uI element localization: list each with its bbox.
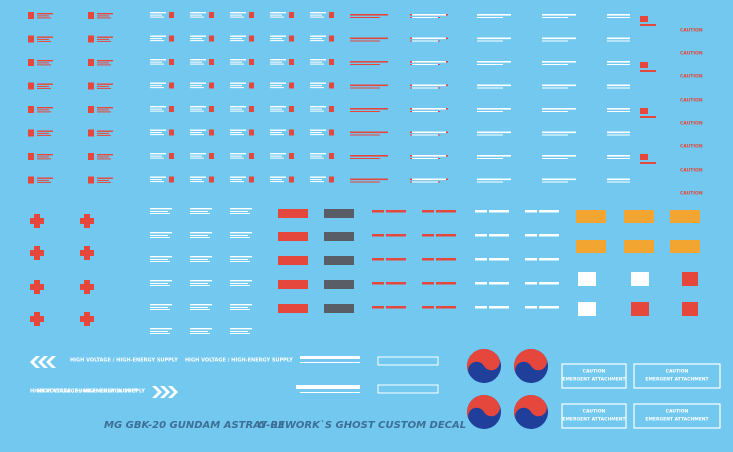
decal-group — [412, 14, 602, 202]
caution-text: EMERGENT ATTACHMENT — [645, 377, 709, 383]
caution-heading: CAUTION — [583, 369, 606, 375]
decal-group — [150, 12, 350, 200]
chevrons — [30, 356, 178, 398]
caution-tag: CAUTION — [680, 191, 703, 197]
stripes — [296, 356, 439, 394]
caution-tag: CAUTION — [680, 121, 703, 127]
small-squares — [578, 272, 698, 316]
plates — [278, 209, 354, 313]
caution-boxes: CAUTION EMERGENT ATTACHMENT CAUTION EMER… — [561, 363, 721, 429]
sheet-title: MG GBK-20 GUNDAM ASTRAY 03 — [104, 420, 284, 431]
caution-tag: CAUTION — [680, 74, 703, 80]
warning-text: HIGH VOLTAGE / HIGH-ENERGY SUPPLY — [185, 358, 293, 364]
orange-plates — [576, 210, 700, 253]
caution-tags: CAUTION CAUTION CAUTION CAUTION CAUTION … — [640, 16, 703, 197]
decal-group — [600, 14, 630, 194]
decal-group — [150, 208, 270, 338]
taeguk-emblems — [467, 349, 548, 429]
warning-text: HIGH VOLTAGE / HIGH-ENERGY SUPPLY — [37, 389, 145, 395]
decal-group — [28, 12, 148, 200]
warning-text: HIGH VOLTAGE / HIGH-ENERGY SUPPLY — [70, 358, 178, 364]
sheet-subtitle: G-REWORK`S GHOST CUSTOM DECAL — [258, 419, 466, 431]
caution-heading: CAUTION — [666, 409, 689, 415]
caution-tag: CAUTION — [680, 98, 703, 104]
decal-group — [475, 210, 565, 330]
caution-text: EMERGENT ATTACHMENT — [562, 377, 626, 383]
caution-heading: CAUTION — [583, 409, 606, 415]
red-crosses — [30, 214, 94, 326]
decal-group — [372, 210, 472, 330]
caution-tag: CAUTION — [680, 168, 703, 174]
caution-tag: CAUTION — [680, 51, 703, 57]
caution-text: EMERGENT ATTACHMENT — [562, 417, 626, 423]
caution-heading: CAUTION — [666, 369, 689, 375]
caution-tag: CAUTION — [680, 28, 703, 34]
caution-tag: CAUTION — [680, 144, 703, 150]
warning-text: HIGH VOLTAGE / HIGH-ENERGY SUPPLY — [30, 389, 138, 395]
caution-text: EMERGENT ATTACHMENT — [645, 417, 709, 423]
